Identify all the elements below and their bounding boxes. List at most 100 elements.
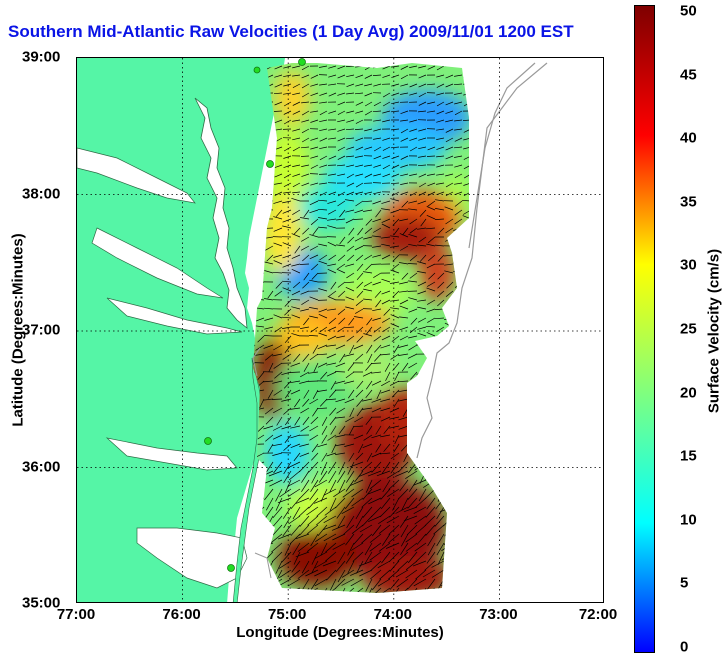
velocity-vector <box>433 597 444 603</box>
velocity-vector <box>444 206 454 211</box>
velocity-vector <box>382 155 391 159</box>
velocity-vector <box>408 344 418 351</box>
velocity-vector <box>302 254 310 262</box>
velocity-vector <box>288 470 301 481</box>
velocity-vector <box>326 362 337 366</box>
velocity-vector <box>280 597 291 603</box>
velocity-vector <box>292 506 301 520</box>
velocity-vector <box>445 146 454 151</box>
velocity-vector <box>282 524 292 537</box>
velocity-vector <box>263 578 274 590</box>
velocity-vector <box>370 569 382 580</box>
velocity-vector <box>271 551 283 563</box>
velocity-vector <box>253 560 265 567</box>
velocity-vector <box>328 461 337 474</box>
velocity-vector <box>328 65 337 69</box>
velocity-vector <box>380 398 391 402</box>
velocity-vector <box>301 128 310 134</box>
velocity-vector <box>350 569 364 576</box>
velocity-vector <box>292 182 301 188</box>
velocity-vector <box>291 197 301 202</box>
velocity-vector <box>291 290 301 296</box>
velocity-vector <box>436 290 445 298</box>
velocity-vector <box>400 182 409 185</box>
velocity-vector <box>417 200 427 205</box>
velocity-vector <box>400 128 409 134</box>
velocity-vector <box>321 416 328 426</box>
velocity-vector <box>328 173 337 176</box>
velocity-vector <box>301 182 310 187</box>
velocity-vector <box>381 380 391 387</box>
velocity-vector <box>290 389 301 395</box>
velocity-vector <box>455 452 463 461</box>
velocity-vector <box>277 533 292 540</box>
velocity-vector <box>389 407 400 413</box>
velocity-vector <box>365 218 373 226</box>
velocity-vector <box>281 280 292 283</box>
velocity-vector <box>396 578 409 588</box>
velocity-vector <box>375 425 382 435</box>
velocity-vector <box>311 272 319 280</box>
velocity-vector <box>426 287 436 292</box>
velocity-vector <box>319 191 328 196</box>
velocity-vector <box>391 101 400 105</box>
velocity-vector <box>310 119 319 123</box>
velocity-vector <box>334 371 346 373</box>
velocity-vector <box>283 101 292 107</box>
velocity-vector <box>418 83 427 88</box>
velocity-vector <box>314 560 328 569</box>
velocity-vector <box>390 182 400 185</box>
velocity-vector <box>355 515 364 529</box>
velocity-vector <box>445 101 454 106</box>
velocity-vector <box>294 245 301 254</box>
velocity-vector <box>383 308 391 316</box>
velocity-vector <box>445 83 454 88</box>
velocity-vector <box>349 407 355 418</box>
velocity-vector <box>443 353 454 357</box>
velocity-vector <box>328 470 337 484</box>
velocity-vector <box>293 353 301 362</box>
velocity-vector <box>461 452 469 458</box>
velocity-vector <box>418 92 427 98</box>
velocity-vector <box>373 155 382 160</box>
velocity-vector <box>314 578 328 587</box>
velocity-vector <box>437 551 445 565</box>
velocity-vector <box>335 560 346 573</box>
velocity-vector <box>454 200 463 207</box>
velocity-vector <box>434 416 445 421</box>
velocity-vector <box>408 425 418 432</box>
velocity-vector <box>317 597 327 603</box>
velocity-vector <box>263 307 274 310</box>
velocity-vector <box>273 200 283 204</box>
velocity-vector <box>372 235 382 238</box>
velocity-vector <box>445 182 454 188</box>
velocity-vector <box>417 306 427 310</box>
velocity-vector <box>409 218 418 225</box>
velocity-vector <box>419 407 427 417</box>
velocity-vector <box>390 281 400 284</box>
velocity-vector <box>319 128 328 132</box>
velocity-vector <box>356 398 364 407</box>
velocity-vector <box>427 281 436 287</box>
velocity-vector <box>435 208 445 211</box>
velocity-vector <box>429 425 436 435</box>
velocity-vector <box>346 164 355 168</box>
velocity-vector <box>427 182 436 187</box>
velocity-vector <box>328 137 337 140</box>
velocity-vector <box>339 209 346 218</box>
velocity-vector <box>425 443 436 449</box>
velocity-vector <box>397 560 409 571</box>
velocity-vector <box>365 263 373 271</box>
velocity-vector <box>321 434 328 444</box>
velocity-vector <box>448 380 454 391</box>
velocity-vector <box>388 524 400 535</box>
y-tick-label: 36:00 <box>22 458 61 475</box>
velocity-vector <box>299 443 310 447</box>
velocity-vector <box>301 101 310 104</box>
velocity-vector <box>336 164 346 167</box>
velocity-vector <box>409 272 418 279</box>
velocity-vector <box>272 452 283 456</box>
x-tick-label: 72:00 <box>578 606 618 623</box>
velocity-vector <box>254 353 265 356</box>
velocity-vector <box>310 533 319 547</box>
